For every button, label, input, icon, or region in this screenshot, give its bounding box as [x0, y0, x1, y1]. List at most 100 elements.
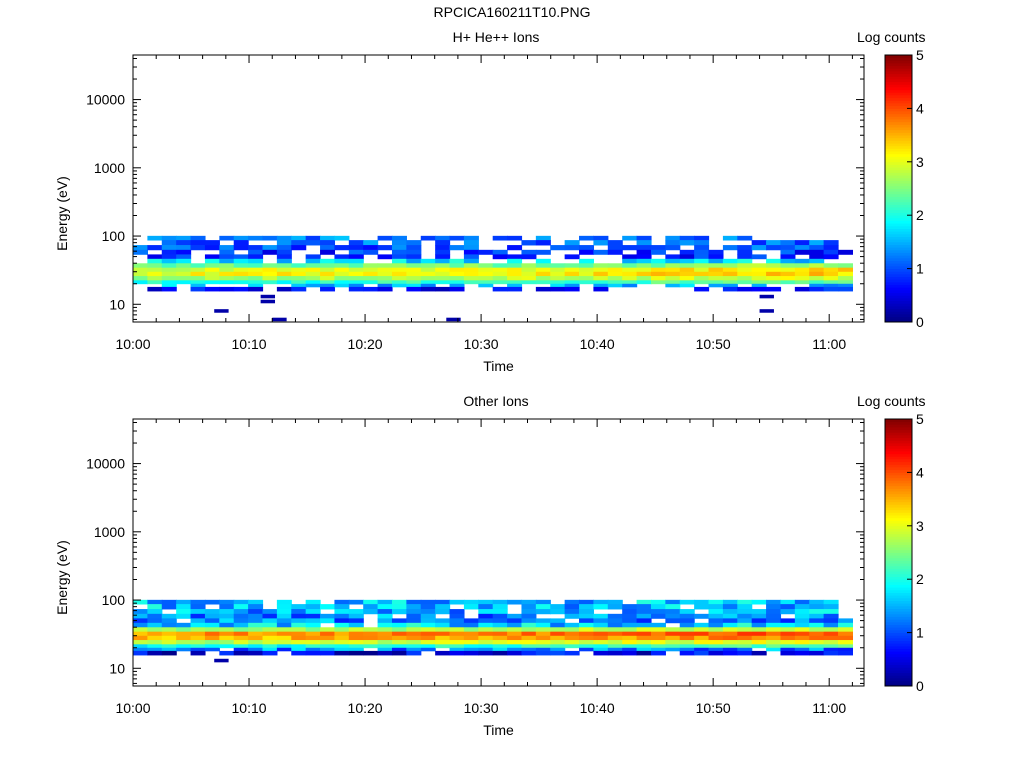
heatmap-cell: [579, 631, 595, 637]
heatmap-cell: [320, 280, 336, 285]
heatmap-cell: [593, 271, 609, 277]
heatmap-cell: [665, 235, 681, 241]
heatmap-cell: [564, 599, 580, 605]
heatmap-cell: [176, 599, 192, 605]
heatmap-cell: [463, 271, 479, 277]
heatmap-cell: [722, 613, 738, 619]
heatmap-cell: [838, 631, 853, 637]
heatmap-cell: [823, 640, 839, 645]
heatmap-cell: [809, 263, 825, 269]
heatmap-cell: [291, 631, 307, 637]
heatmap-cell: [550, 263, 566, 269]
colorbar-step: [885, 220, 912, 224]
heatmap-cell: [176, 235, 192, 241]
panel-1-title: H+ He++ Ions: [452, 29, 540, 45]
heatmap-cell: [694, 613, 710, 619]
heatmap-cell: [463, 627, 479, 633]
heatmap-cell: [823, 613, 839, 619]
heatmap-cell: [665, 635, 681, 641]
colorbar-step: [885, 169, 912, 173]
colorbar-step: [885, 177, 912, 181]
heatmap-cell: [751, 631, 767, 637]
heatmap-cell: [449, 640, 465, 645]
colorbar-step: [885, 445, 912, 449]
heatmap-cell: [348, 267, 364, 273]
colorbar-step: [885, 608, 912, 612]
heatmap-cell: [809, 271, 825, 277]
heatmap-cell: [809, 604, 825, 610]
heatmap-cell: [492, 631, 508, 637]
heatmap-cell: [276, 609, 292, 615]
heatmap-cell: [291, 271, 307, 277]
heatmap-cell: [478, 627, 494, 633]
colorbar-step: [885, 427, 912, 431]
heatmap-cell: [377, 604, 393, 610]
colorbar-step: [885, 451, 912, 455]
heatmap-cell: [593, 276, 609, 281]
x-tick-label: 10:10: [232, 336, 267, 352]
colorbar-2-label: Log counts: [857, 393, 926, 409]
heatmap-cell: [521, 609, 537, 615]
heatmap-cell: [766, 618, 782, 624]
heatmap-cell: [147, 254, 163, 260]
heatmap-cell: [766, 271, 782, 277]
heatmap-cell: [233, 254, 249, 260]
heatmap-cell: [766, 644, 782, 649]
heatmap-cell: [737, 263, 753, 269]
p2-y-axis-label: Energy (eV): [54, 540, 70, 615]
heatmap-cell: [636, 599, 652, 605]
heatmap-cell: [133, 650, 148, 656]
heatmap-cell: [190, 613, 206, 619]
heatmap-cell: [406, 267, 422, 273]
y-tick-label: 100: [102, 228, 126, 244]
colorbar-step: [885, 289, 912, 294]
heatmap-cell: [737, 650, 753, 656]
heatmap-cell: [406, 604, 422, 610]
heatmap-cell: [708, 627, 724, 633]
colorbar-step: [885, 204, 912, 208]
heatmap-cell: [391, 631, 407, 637]
heatmap-cell: [838, 249, 853, 255]
heatmap-cell: [406, 254, 422, 260]
heatmap-cell: [291, 604, 307, 610]
colorbar-step: [885, 448, 912, 452]
heatmap-cell: [133, 622, 148, 628]
heatmap-cell: [248, 618, 264, 624]
heatmap-cell: [564, 245, 580, 251]
heatmap-cell: [809, 249, 825, 255]
colorbar-step: [885, 239, 912, 243]
heatmap-cell: [133, 276, 148, 281]
heatmap-cell: [665, 263, 681, 269]
heatmap-cell: [147, 635, 163, 641]
heatmap-cell: [564, 276, 580, 281]
heatmap-cell: [435, 240, 451, 246]
heatmap-cell: [219, 254, 235, 260]
heatmap-cell: [622, 245, 638, 251]
heatmap-cell: [665, 627, 681, 633]
colorbar-step: [885, 461, 912, 465]
heatmap-cell: [305, 258, 321, 264]
heatmap-cell: [320, 240, 336, 246]
heatmap-cell: [564, 254, 580, 260]
heatmap-cell: [622, 627, 638, 633]
heatmap-cell: [622, 631, 638, 637]
heatmap-cell: [348, 647, 364, 652]
heatmap-cell: [391, 604, 407, 610]
heatmap-cell: [535, 622, 551, 628]
heatmap-cell: [276, 271, 292, 277]
heatmap-cell: [449, 283, 465, 288]
heatmap-cell: [708, 644, 724, 649]
heatmap-cell: [233, 599, 249, 605]
heatmap-cell: [507, 263, 523, 269]
heatmap-cell: [823, 604, 839, 610]
heatmap-cell: [722, 609, 738, 615]
heatmap-cell: [305, 609, 321, 615]
heatmap-cell: [507, 245, 523, 251]
heatmap-cell: [204, 599, 220, 605]
heatmap-cell: [694, 254, 710, 260]
heatmap-cell: [435, 640, 451, 645]
heatmap-cell: [564, 640, 580, 645]
heatmap-cell: [449, 627, 465, 633]
heatmap-cell: [334, 627, 350, 633]
